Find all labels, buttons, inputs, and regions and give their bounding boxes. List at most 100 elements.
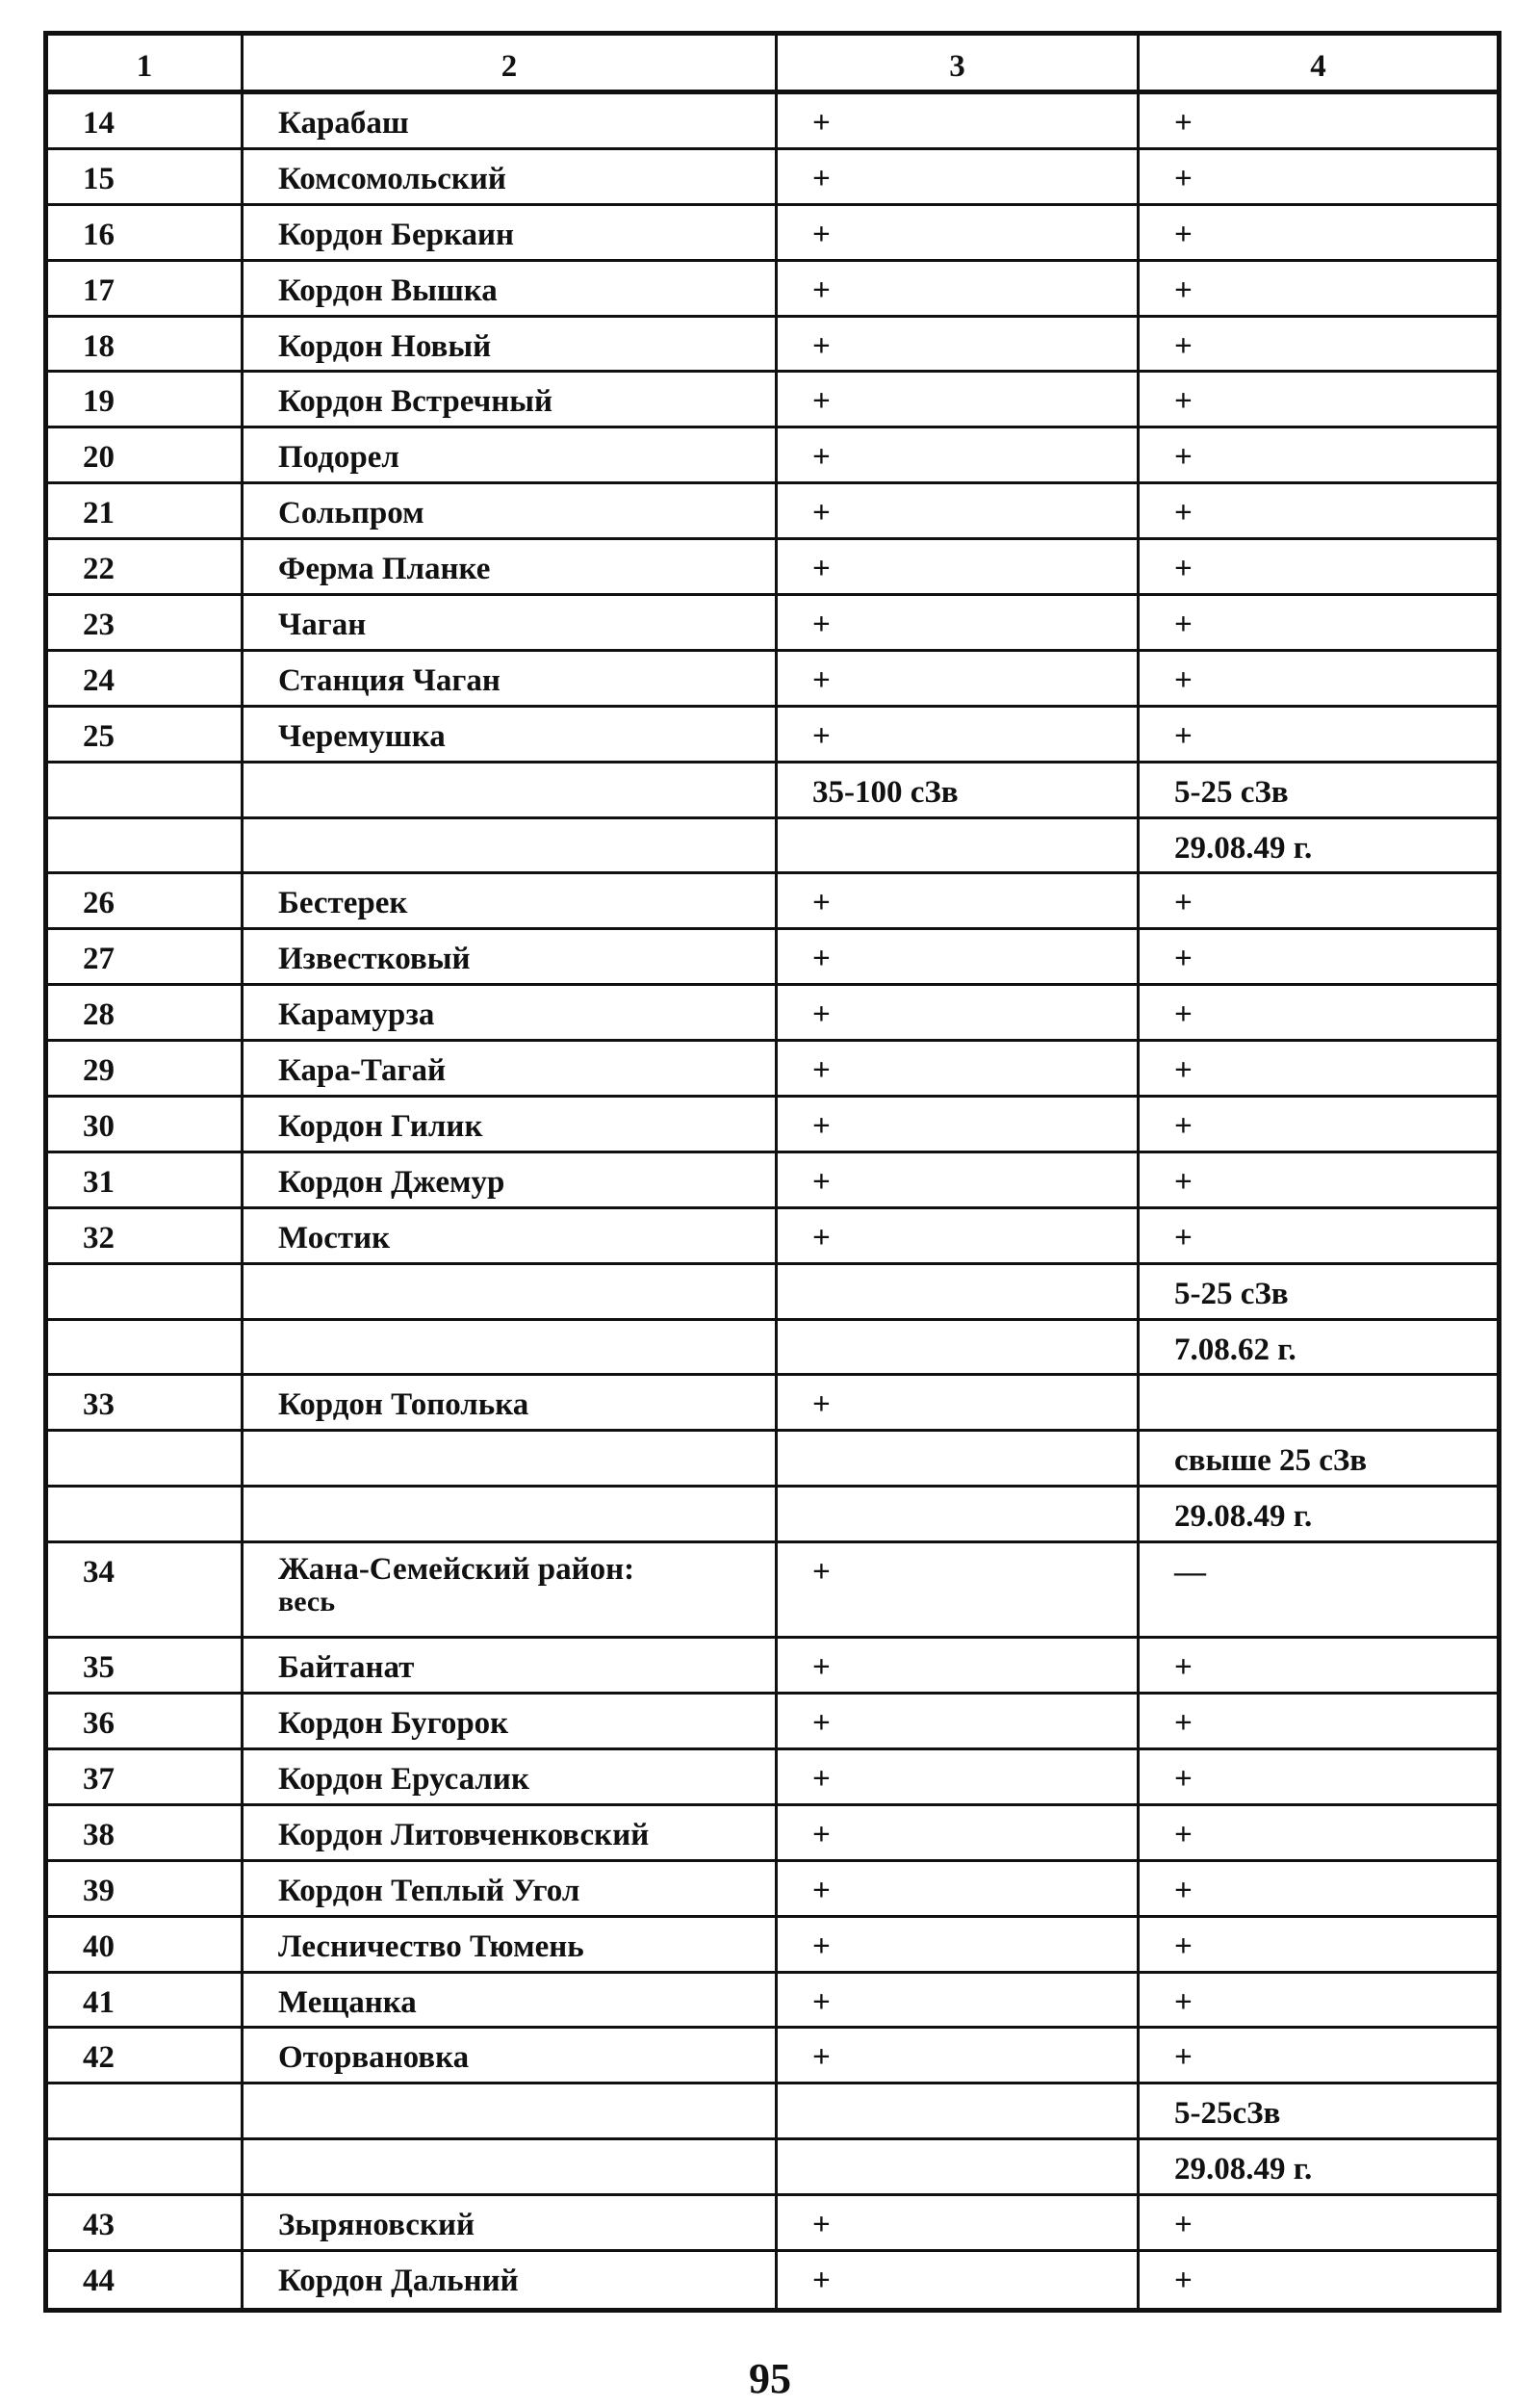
row-number: 21 <box>48 484 244 538</box>
table-row: 36 Кордон Бугорок + + <box>48 1695 1497 1750</box>
row-number <box>48 2084 244 2138</box>
table-row: 20 Подорел + + <box>48 428 1497 485</box>
table-row: 17 Кордон Вышка + + <box>48 261 1497 318</box>
table-row: 26 Бестерек + + <box>48 874 1497 931</box>
table-row: 22 Ферма Планке + + <box>48 540 1497 597</box>
settlement-name <box>244 1264 778 1318</box>
column-3-value: + <box>778 986 1140 1040</box>
column-3-value <box>778 1264 1140 1318</box>
header-col-1: 1 <box>48 36 244 90</box>
column-3-value <box>778 2140 1140 2194</box>
column-3-value: + <box>778 1152 1140 1206</box>
settlement-name <box>244 1432 778 1486</box>
row-number <box>48 763 244 816</box>
district-note: весь <box>278 1586 336 1618</box>
column-3-value: + <box>778 540 1140 594</box>
settlement-name: Кордон Дальний <box>244 2251 778 2308</box>
settlement-name <box>244 2084 778 2138</box>
row-number: 43 <box>48 2196 244 2249</box>
row-number: 41 <box>48 1973 244 2027</box>
column-3-value: + <box>778 2029 1140 2083</box>
row-number <box>48 1488 244 1541</box>
row-number: 33 <box>48 1376 244 1430</box>
settlement-name: Жана-Семейский район: весь <box>244 1543 778 1637</box>
column-4-value: 29.08.49 г. <box>1174 830 1313 866</box>
column-4-value: + <box>1174 718 1193 754</box>
settlement-name: Комсомольский <box>244 149 778 203</box>
row-number: 37 <box>48 1749 244 1803</box>
column-4-value: 29.08.49 г. <box>1174 1499 1313 1535</box>
row-number: 44 <box>48 2251 244 2308</box>
column-4-value: + <box>1174 942 1193 977</box>
table-row: свыше 25 сЗв <box>48 1432 1497 1488</box>
settlement-name: Кордон Джемур <box>244 1152 778 1206</box>
header-col-3: 3 <box>778 36 1140 90</box>
row-number: 20 <box>48 428 244 482</box>
settlement-name <box>244 1488 778 1541</box>
column-4-value: + <box>1174 1761 1193 1797</box>
table-row: 5-25 сЗв <box>48 1264 1497 1321</box>
row-number: 24 <box>48 651 244 705</box>
table-row: 33 Кордон Тополька + <box>48 1376 1497 1433</box>
row-number: 18 <box>48 317 244 371</box>
column-4-value: 29.08.49 г. <box>1174 2152 1313 2187</box>
table-row: 27 Известковый + + <box>48 930 1497 987</box>
table-row: 29.08.49 г. <box>48 1488 1497 1544</box>
settlement-name <box>244 763 778 816</box>
settlement-name: Бестерек <box>244 874 778 928</box>
page-number: 95 <box>749 2355 791 2402</box>
column-3-value: + <box>778 205 1140 259</box>
column-3-value: + <box>778 94 1140 147</box>
table-row: 38 Кордон Литовченковский + + <box>48 1805 1497 1862</box>
column-3-value: + <box>778 317 1140 371</box>
row-number: 16 <box>48 205 244 259</box>
settlement-name: Зыряновский <box>244 2196 778 2249</box>
column-4-value: + <box>1174 1706 1193 1742</box>
row-number: 27 <box>48 930 244 984</box>
table-row: 34 Жана-Семейский район: весь + — <box>48 1543 1497 1640</box>
column-3-value <box>778 2084 1140 2138</box>
settlement-name: Кордон Встречный <box>244 373 778 427</box>
column-4-value: + <box>1174 1650 1193 1686</box>
column-4-value: + <box>1174 440 1193 476</box>
settlement-name: Ферма Планке <box>244 540 778 594</box>
column-3-value: 35-100 сЗв <box>778 763 1140 816</box>
table-row: 29.08.49 г. <box>48 818 1497 875</box>
settlement-name: Чаган <box>244 596 778 649</box>
settlement-name: Кордон Бугорок <box>244 1695 778 1747</box>
column-3-value: + <box>778 1639 1140 1693</box>
column-4-value: + <box>1174 1817 1193 1852</box>
column-3-value: + <box>778 484 1140 538</box>
settlement-name: Оторвановка <box>244 2029 778 2083</box>
table-row: 29.08.49 г. <box>48 2140 1497 2197</box>
column-3-value: + <box>778 2251 1140 2308</box>
table-row: 24 Станция Чаган + + <box>48 651 1497 708</box>
table-row: 19 Кордон Встречный + + <box>48 373 1497 429</box>
column-3-value: + <box>778 1861 1140 1915</box>
settlement-name: Карамурза <box>244 986 778 1040</box>
row-number: 30 <box>48 1098 244 1151</box>
settlement-name: Кордон Беркаин <box>244 205 778 259</box>
table-row: 14 Карабаш + + <box>48 94 1497 150</box>
table-row: 31 Кордон Джемур + + <box>48 1152 1497 1209</box>
column-4-value: + <box>1174 1164 1193 1200</box>
row-number <box>48 818 244 872</box>
column-3-value: + <box>778 1543 1140 1637</box>
column-4-value <box>1140 1376 1497 1429</box>
table-row: 30 Кордон Гилик + + <box>48 1098 1497 1153</box>
row-number: 19 <box>48 373 244 427</box>
row-number <box>48 1320 244 1374</box>
column-3-value: + <box>778 1973 1140 2027</box>
row-number: 39 <box>48 1861 244 1915</box>
data-table: 1 2 3 4 14 Карабаш + +15 Комсомольский + +16 Ко… <box>43 31 1502 2313</box>
table-row: 40 Лесничество Тюмень + + <box>48 1917 1497 1974</box>
table-row: 32 Мостик + + <box>48 1208 1497 1265</box>
column-4-value: + <box>1174 1109 1193 1145</box>
district-name: Жана-Семейский район: <box>278 1552 635 1588</box>
table-row: 35 Байтанат + + <box>48 1639 1497 1695</box>
table-row: 42 Оторвановка + + <box>48 2029 1497 2085</box>
column-3-value: + <box>778 1098 1140 1151</box>
column-4-value: + <box>1174 2263 1193 2298</box>
row-number <box>48 1432 244 1486</box>
column-3-value: + <box>778 1376 1140 1430</box>
